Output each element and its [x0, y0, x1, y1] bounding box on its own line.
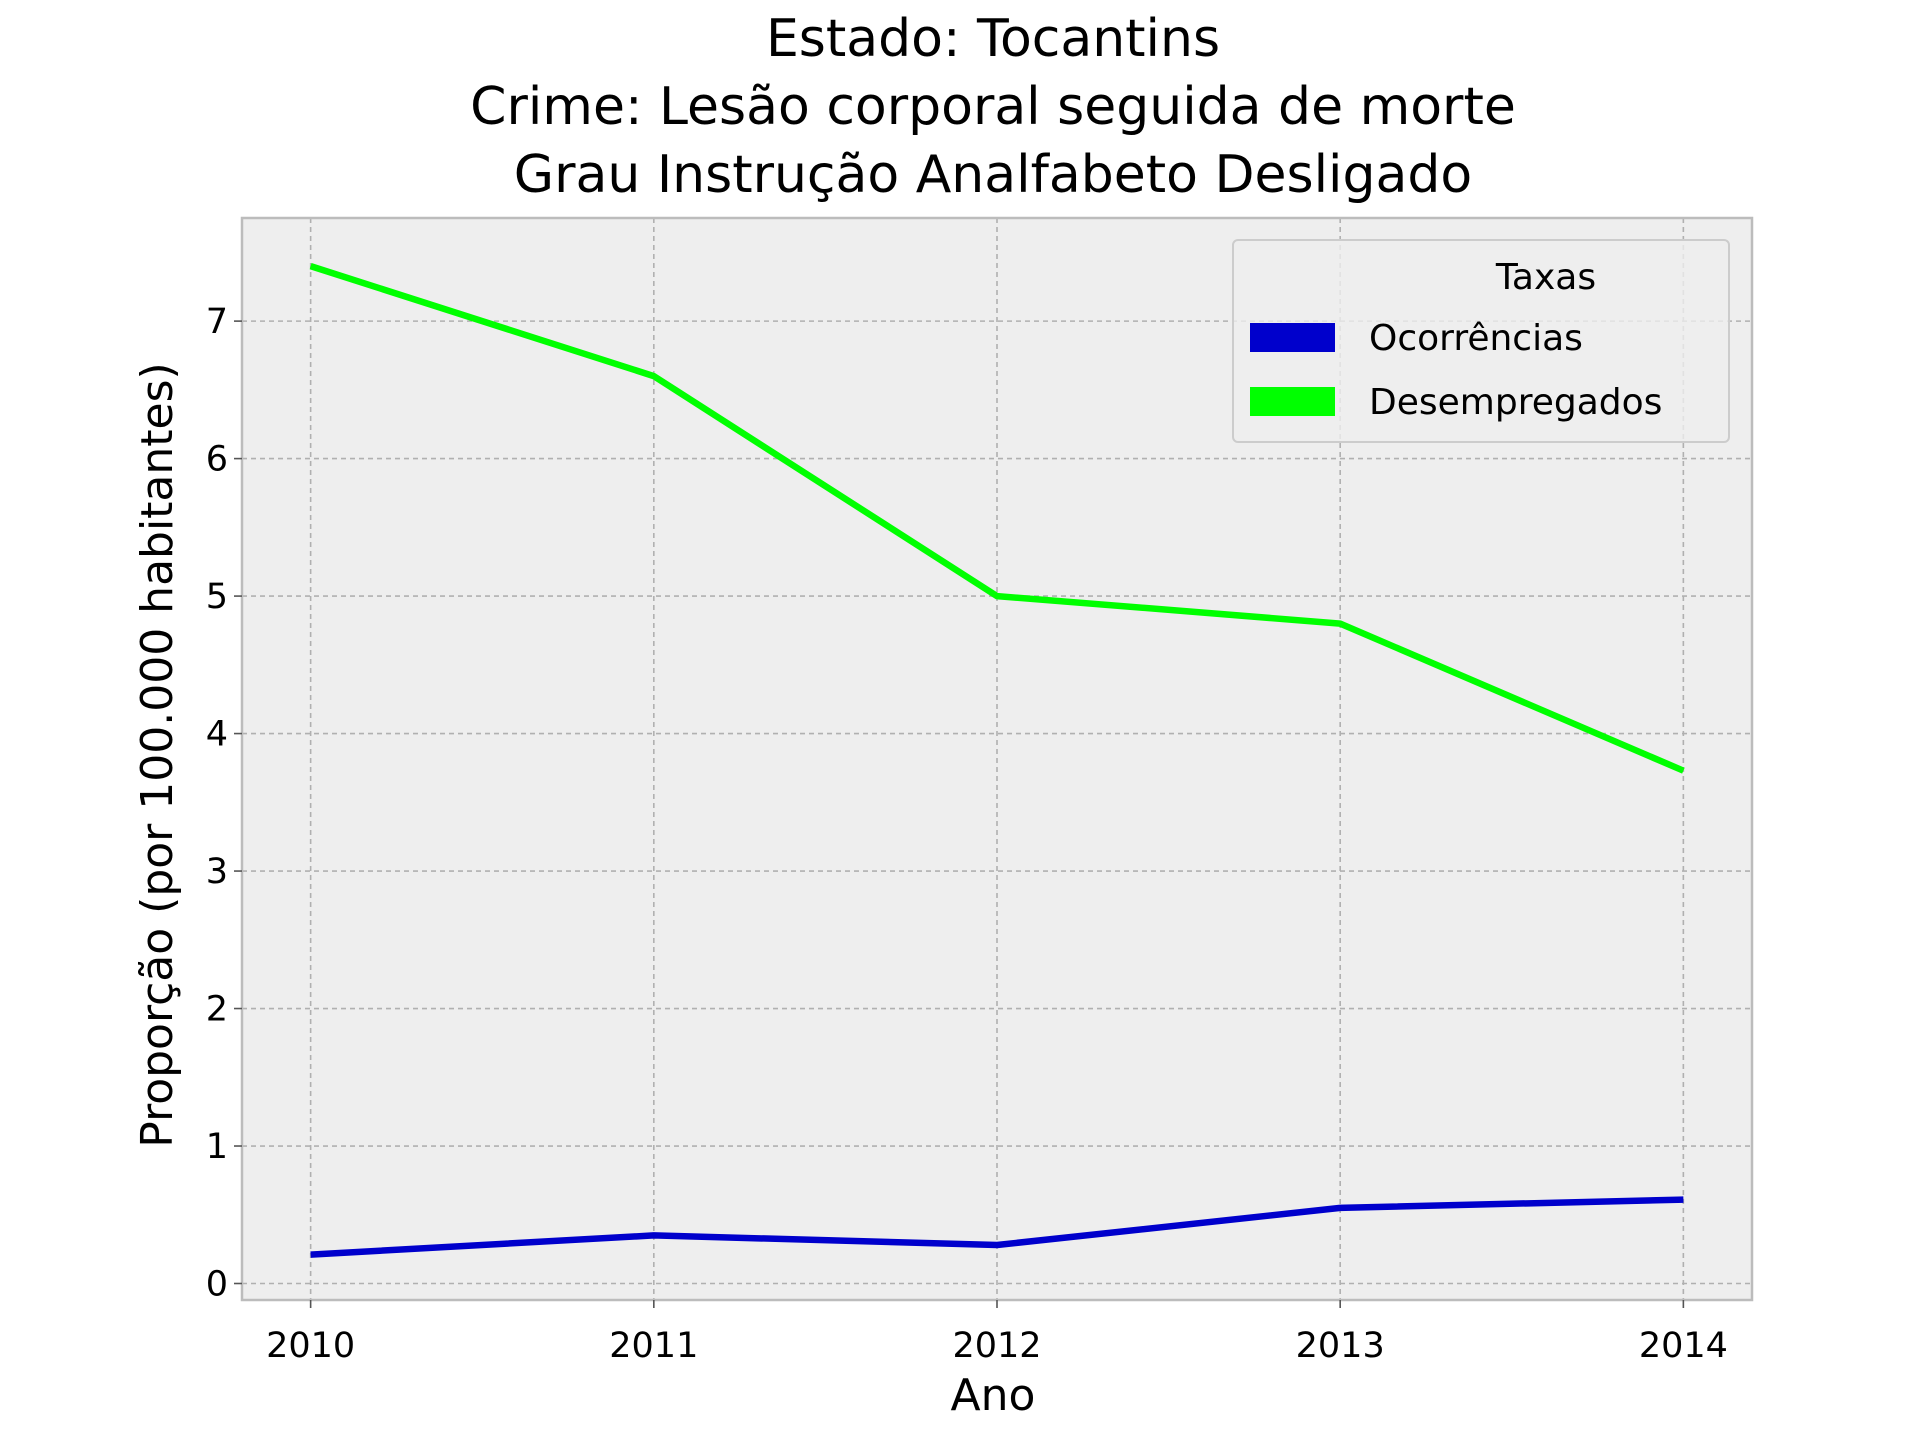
y-tick-label: 0 — [206, 1265, 228, 1305]
y-tick-label: 5 — [206, 577, 228, 617]
legend-label: Desempregados — [1369, 382, 1662, 423]
x-tick-label: 2013 — [1296, 1326, 1385, 1366]
y-tick-label: 6 — [206, 440, 228, 480]
chart-title-line-2: Crime: Lesão corporal seguida de morte — [470, 77, 1516, 137]
legend-title: Taxas — [1495, 257, 1596, 298]
series-lines — [309, 263, 1685, 1258]
legend-label: Ocorrências — [1369, 318, 1583, 359]
y-tick-label: 3 — [206, 852, 228, 892]
legend-swatch — [1250, 323, 1335, 352]
x-tick-label: 2012 — [952, 1326, 1041, 1366]
series-line-1 — [310, 1196, 1684, 1258]
chart-title-line-1: Estado: Tocantins — [766, 9, 1220, 69]
legend-box — [1232, 239, 1730, 443]
chart-title: Estado: Tocantins Crime: Lesão corporal … — [470, 9, 1516, 205]
y-axis-label: Proporção (por 100.000 habitantes) — [132, 362, 183, 1147]
y-tick-label: 4 — [206, 715, 228, 755]
chart-title-line-3: Grau Instrução Analfabeto Desligado — [514, 145, 1472, 205]
x-axis-label: Ano — [951, 1370, 1036, 1421]
y-tick-label: 2 — [206, 990, 228, 1030]
legend: Taxas Ocorrências Desempregados — [1232, 239, 1730, 443]
x-axis: 2010 2011 2012 2013 2014 — [266, 1300, 1728, 1366]
y-axis: 0 1 2 3 4 5 6 7 — [206, 302, 242, 1305]
series-line-2 — [309, 263, 1685, 774]
y-tick-label: 7 — [206, 302, 228, 342]
x-tick-label: 2014 — [1639, 1326, 1728, 1366]
y-tick-label: 1 — [206, 1127, 228, 1167]
x-tick-label: 2011 — [609, 1326, 698, 1366]
legend-swatch — [1250, 387, 1335, 416]
x-tick-label: 2010 — [266, 1326, 355, 1366]
